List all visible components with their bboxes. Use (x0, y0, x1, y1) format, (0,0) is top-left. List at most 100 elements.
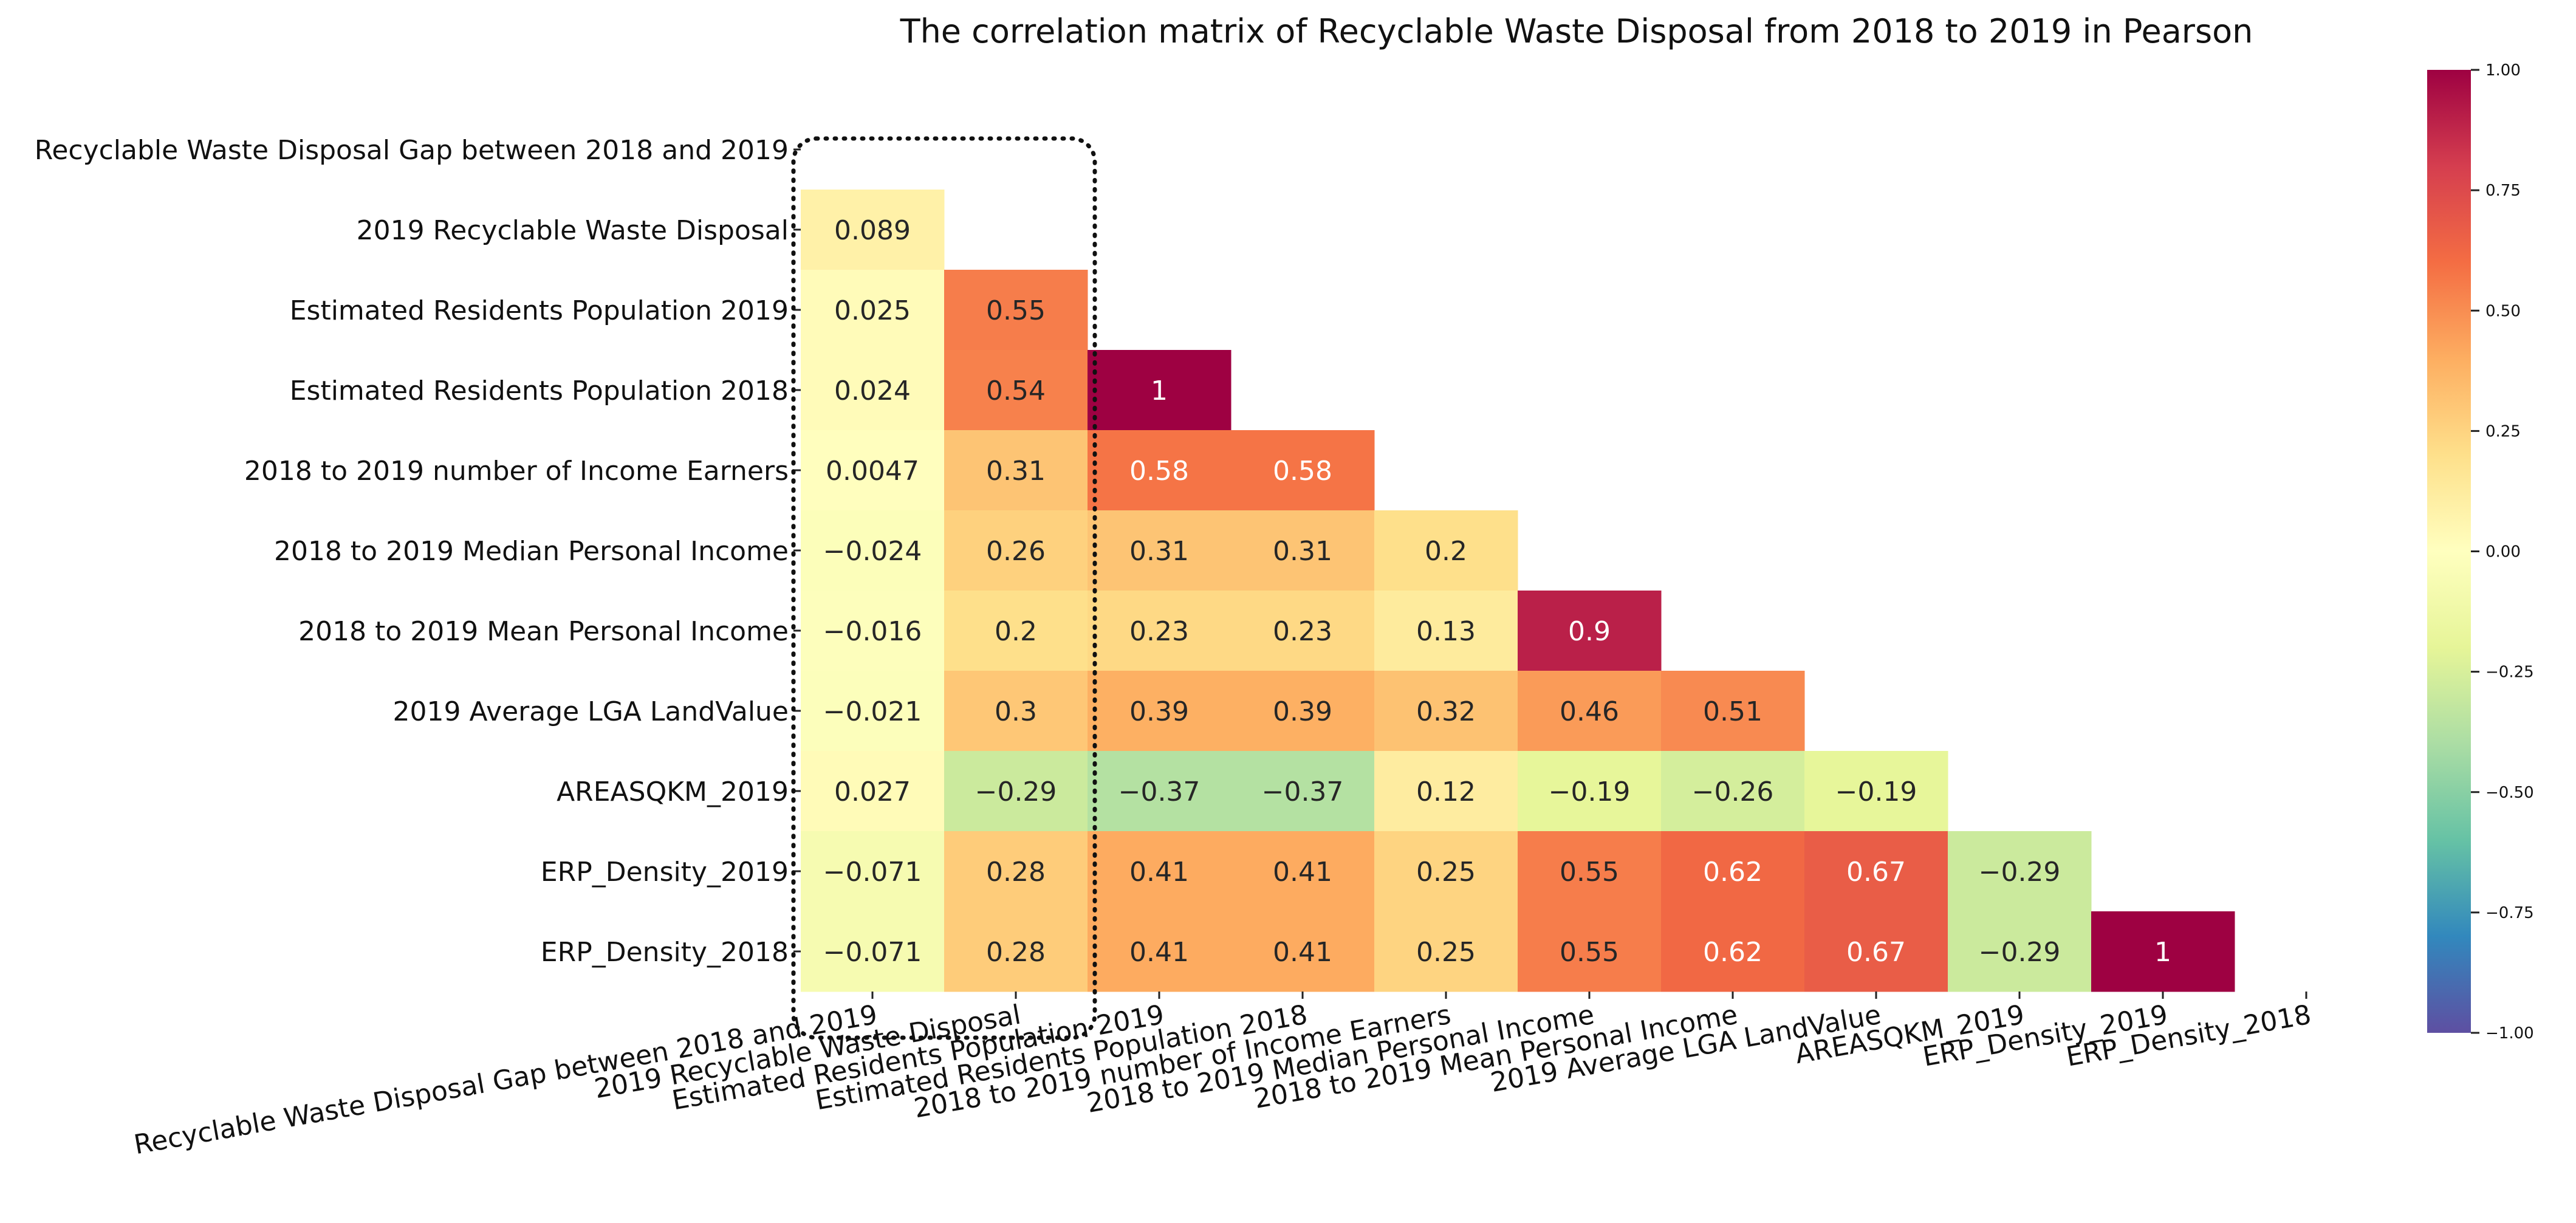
cell-value-r7-c5: 0.46 (1560, 696, 1619, 727)
colorbar-tick-label-8: −1.00 (2485, 1024, 2534, 1043)
cell-value-r6-c1: 0.2 (995, 616, 1037, 647)
cell-value-r10-c6: 0.62 (1703, 937, 1762, 968)
cell-value-r8-c3: −0.37 (1262, 776, 1344, 807)
cell-value-r8-c5: −0.19 (1549, 776, 1631, 807)
cell-value-r3-c0: 0.024 (834, 375, 911, 406)
cell-value-r7-c3: 0.39 (1273, 696, 1332, 727)
cell-value-r7-c1: 0.3 (995, 696, 1037, 727)
highlight-box (791, 136, 1097, 1040)
heatmap-cells (801, 190, 2235, 992)
y-tick-label-1: 2019 Recyclable Waste Disposal (357, 215, 789, 246)
colorbar: 1.00 0.75 0.50 0.25 0.00 −0.25 −0.50 −0.75 −1.00 (2427, 61, 2534, 1043)
heatmap-cell-r7-c1 (944, 671, 1088, 752)
heatmap-cell-r8-c6 (1661, 751, 1805, 832)
heatmap-cell-r9-c8 (1948, 831, 2092, 912)
heatmap-cell-r9-c4 (1374, 831, 1518, 912)
cell-value-r1-c0: 0.089 (834, 215, 911, 246)
cell-value-r4-c3: 0.58 (1273, 456, 1332, 487)
heatmap-cell-r5-c3 (1231, 510, 1375, 591)
heatmap-cell-r5-c1 (944, 510, 1088, 591)
heatmap-cell-r10-c1 (944, 911, 1088, 992)
cell-value-r9-c1: 0.28 (986, 857, 1046, 888)
y-tick-label-6: 2018 to 2019 Mean Personal Income (298, 616, 789, 647)
cell-value-r9-c6: 0.62 (1703, 857, 1762, 888)
heatmap-cell-r10-c2 (1088, 911, 1231, 992)
heatmap-cell-r10-c8 (1948, 911, 2092, 992)
cell-value-r8-c6: −0.26 (1692, 776, 1774, 807)
heatmap-cell-r9-c6 (1661, 831, 1805, 912)
cell-value-r10-c1: 0.28 (986, 937, 1046, 968)
y-tick-label-2: Estimated Residents Population 2019 (290, 295, 789, 326)
heatmap-cell-r8-c0 (801, 751, 945, 832)
y-tick-label-0: Recyclable Waste Disposal Gap between 20… (35, 135, 789, 166)
heatmap-cell-r2-c1 (944, 270, 1088, 351)
heatmap-cell-r6-c2 (1088, 591, 1231, 671)
heatmap-cell-r6-c4 (1374, 591, 1518, 671)
heatmap-cell-r5-c0 (801, 510, 945, 591)
cell-value-r8-c1: −0.29 (975, 776, 1057, 807)
colorbar-tick-label-2: 0.50 (2485, 302, 2521, 320)
heatmap-cell-r4-c0 (801, 430, 945, 511)
cell-value-r10-c9: 1 (2154, 937, 2171, 968)
cell-value-r9-c4: 0.25 (1416, 857, 1476, 888)
heatmap-cell-r10-c0 (801, 911, 945, 992)
heatmap-cell-r8-c7 (1804, 751, 1948, 832)
cell-value-r5-c4: 0.2 (1425, 536, 1467, 567)
y-tick-label-3: Estimated Residents Population 2018 (290, 375, 789, 406)
cell-value-r9-c3: 0.41 (1273, 857, 1332, 888)
cell-value-r9-c8: −0.29 (1979, 857, 2061, 888)
heatmap-cell-r9-c5 (1518, 831, 1662, 912)
heatmap-cell-r3-c2 (1088, 350, 1231, 431)
heatmap-cell-r10-c6 (1661, 911, 1805, 992)
cell-value-r9-c7: 0.67 (1846, 857, 1906, 888)
cell-value-r4-c0: 0.0047 (826, 456, 919, 487)
heatmap-cell-r10-c4 (1374, 911, 1518, 992)
colorbar-tick-label-7: −0.75 (2485, 904, 2534, 922)
y-tick-label-7: 2019 Average LGA LandValue (393, 696, 789, 727)
heatmap-cell-r3-c1 (944, 350, 1088, 431)
cell-value-r10-c3: 0.41 (1273, 937, 1332, 968)
cell-value-r6-c3: 0.23 (1273, 616, 1332, 647)
heatmap-cell-r7-c3 (1231, 671, 1375, 752)
colorbar-tick-label-6: −0.50 (2485, 784, 2534, 802)
heatmap-cell-r6-c1 (944, 591, 1088, 671)
heatmap-cell-r9-c1 (944, 831, 1088, 912)
heatmap-cell-r8-c1 (944, 751, 1088, 832)
heatmap-cell-r8-c5 (1518, 751, 1662, 832)
heatmap-cell-r7-c2 (1088, 671, 1231, 752)
heatmap-cell-r9-c3 (1231, 831, 1375, 912)
cell-value-r10-c8: −0.29 (1979, 937, 2061, 968)
cell-value-r6-c5: 0.9 (1568, 616, 1611, 647)
cell-value-r10-c7: 0.67 (1846, 937, 1906, 968)
y-tick-label-4: 2018 to 2019 number of Income Earners (244, 456, 789, 487)
heatmap-cell-r7-c4 (1374, 671, 1518, 752)
cell-value-r8-c0: 0.027 (834, 776, 911, 807)
heatmap-cell-r3-c0 (801, 350, 945, 431)
cell-value-r5-c2: 0.31 (1129, 536, 1189, 567)
colorbar-tick-label-5: −0.25 (2485, 663, 2534, 682)
heatmap-cell-r8-c2 (1088, 751, 1231, 832)
y-axis-tick-labels: Recyclable Waste Disposal Gap between 20… (35, 135, 801, 968)
heatmap-cell-r7-c0 (801, 671, 945, 752)
heatmap-cell-r10-c3 (1231, 911, 1375, 992)
cell-value-r7-c4: 0.32 (1416, 696, 1476, 727)
cell-value-r6-c2: 0.23 (1129, 616, 1189, 647)
cell-value-r2-c0: 0.025 (834, 295, 911, 326)
cell-value-r10-c5: 0.55 (1560, 937, 1619, 968)
cell-value-r10-c4: 0.25 (1416, 937, 1476, 968)
colorbar-tick-label-4: 0.00 (2485, 543, 2521, 561)
heatmap-cell-r5-c2 (1088, 510, 1231, 591)
colorbar-tick-label-0: 1.00 (2485, 61, 2521, 80)
heatmap-cell-r2-c0 (801, 270, 945, 351)
heatmap-cell-r4-c1 (944, 430, 1088, 511)
cell-value-r4-c1: 0.31 (986, 456, 1046, 487)
heatmap-cell-r4-c3 (1231, 430, 1375, 511)
heatmap-cell-r9-c2 (1088, 831, 1231, 912)
cell-value-r5-c3: 0.31 (1273, 536, 1332, 567)
cell-value-r5-c0: −0.024 (823, 536, 922, 567)
heatmap-cell-r6-c5 (1518, 591, 1662, 671)
cell-value-r8-c4: 0.12 (1416, 776, 1476, 807)
cell-value-r8-c2: −0.37 (1118, 776, 1201, 807)
